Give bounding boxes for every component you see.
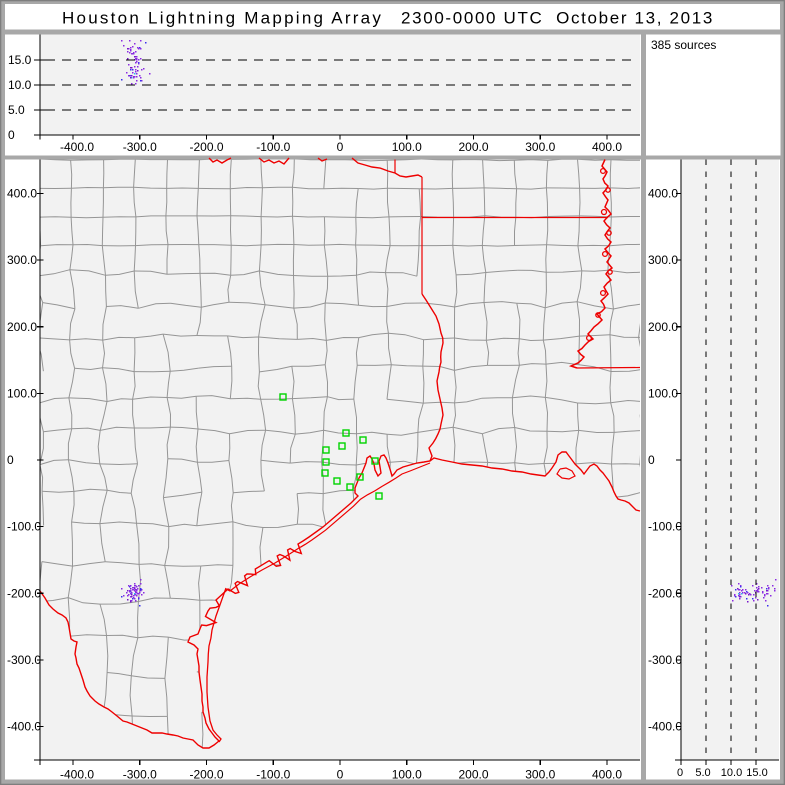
svg-text:-100.0: -100.0 [256, 140, 290, 154]
svg-text:300.0: 300.0 [525, 140, 555, 154]
svg-text:10.0: 10.0 [8, 78, 32, 92]
svg-text:10.0: 10.0 [721, 767, 742, 779]
svg-text:300.0: 300.0 [525, 768, 555, 782]
svg-text:-300.0: -300.0 [123, 768, 157, 782]
svg-text:-100.0: -100.0 [7, 520, 41, 534]
svg-text:200.0: 200.0 [648, 320, 678, 334]
svg-text:100.0: 100.0 [648, 386, 678, 400]
svg-text:-200.0: -200.0 [189, 768, 223, 782]
svg-text:0: 0 [337, 768, 344, 782]
svg-text:-400.0: -400.0 [648, 720, 682, 734]
svg-text:5.0: 5.0 [695, 767, 710, 779]
svg-text:-200.0: -200.0 [7, 586, 41, 600]
svg-text:300.0: 300.0 [648, 253, 678, 267]
svg-text:-300.0: -300.0 [648, 653, 682, 667]
svg-text:200.0: 200.0 [458, 768, 488, 782]
svg-text:0: 0 [8, 128, 15, 142]
svg-text:0: 0 [7, 453, 14, 467]
svg-text:-300.0: -300.0 [7, 653, 41, 667]
svg-text:200.0: 200.0 [7, 320, 37, 334]
svg-text:100.0: 100.0 [392, 140, 422, 154]
svg-text:400.0: 400.0 [592, 140, 622, 154]
svg-text:-200.0: -200.0 [648, 586, 682, 600]
svg-text:15.0: 15.0 [8, 53, 32, 67]
svg-text:-200.0: -200.0 [189, 140, 223, 154]
svg-text:-300.0: -300.0 [123, 140, 157, 154]
svg-text:400.0: 400.0 [592, 768, 622, 782]
svg-text:-100.0: -100.0 [256, 768, 290, 782]
svg-text:2300-0000 UTC October 13, 201: 2300-0000 UTC October 13, 2013 [401, 9, 714, 28]
svg-text:-400.0: -400.0 [7, 720, 41, 734]
svg-text:100.0: 100.0 [392, 768, 422, 782]
svg-text:400.0: 400.0 [648, 187, 678, 201]
svg-text:400.0: 400.0 [7, 187, 37, 201]
svg-text:Houston Lightning Mapping Arra: Houston Lightning Mapping Array [62, 9, 383, 28]
svg-text:-400.0: -400.0 [60, 768, 94, 782]
svg-text:0: 0 [648, 453, 655, 467]
svg-text:200.0: 200.0 [458, 140, 488, 154]
svg-text:385 sources: 385 sources [651, 38, 716, 52]
svg-text:-400.0: -400.0 [60, 140, 94, 154]
svg-text:100.0: 100.0 [7, 386, 37, 400]
svg-text:5.0: 5.0 [8, 103, 25, 117]
svg-text:15.0: 15.0 [746, 767, 767, 779]
svg-text:300.0: 300.0 [7, 253, 37, 267]
svg-text:-100.0: -100.0 [648, 520, 682, 534]
svg-text:0: 0 [337, 140, 344, 154]
svg-text:0: 0 [677, 767, 683, 779]
